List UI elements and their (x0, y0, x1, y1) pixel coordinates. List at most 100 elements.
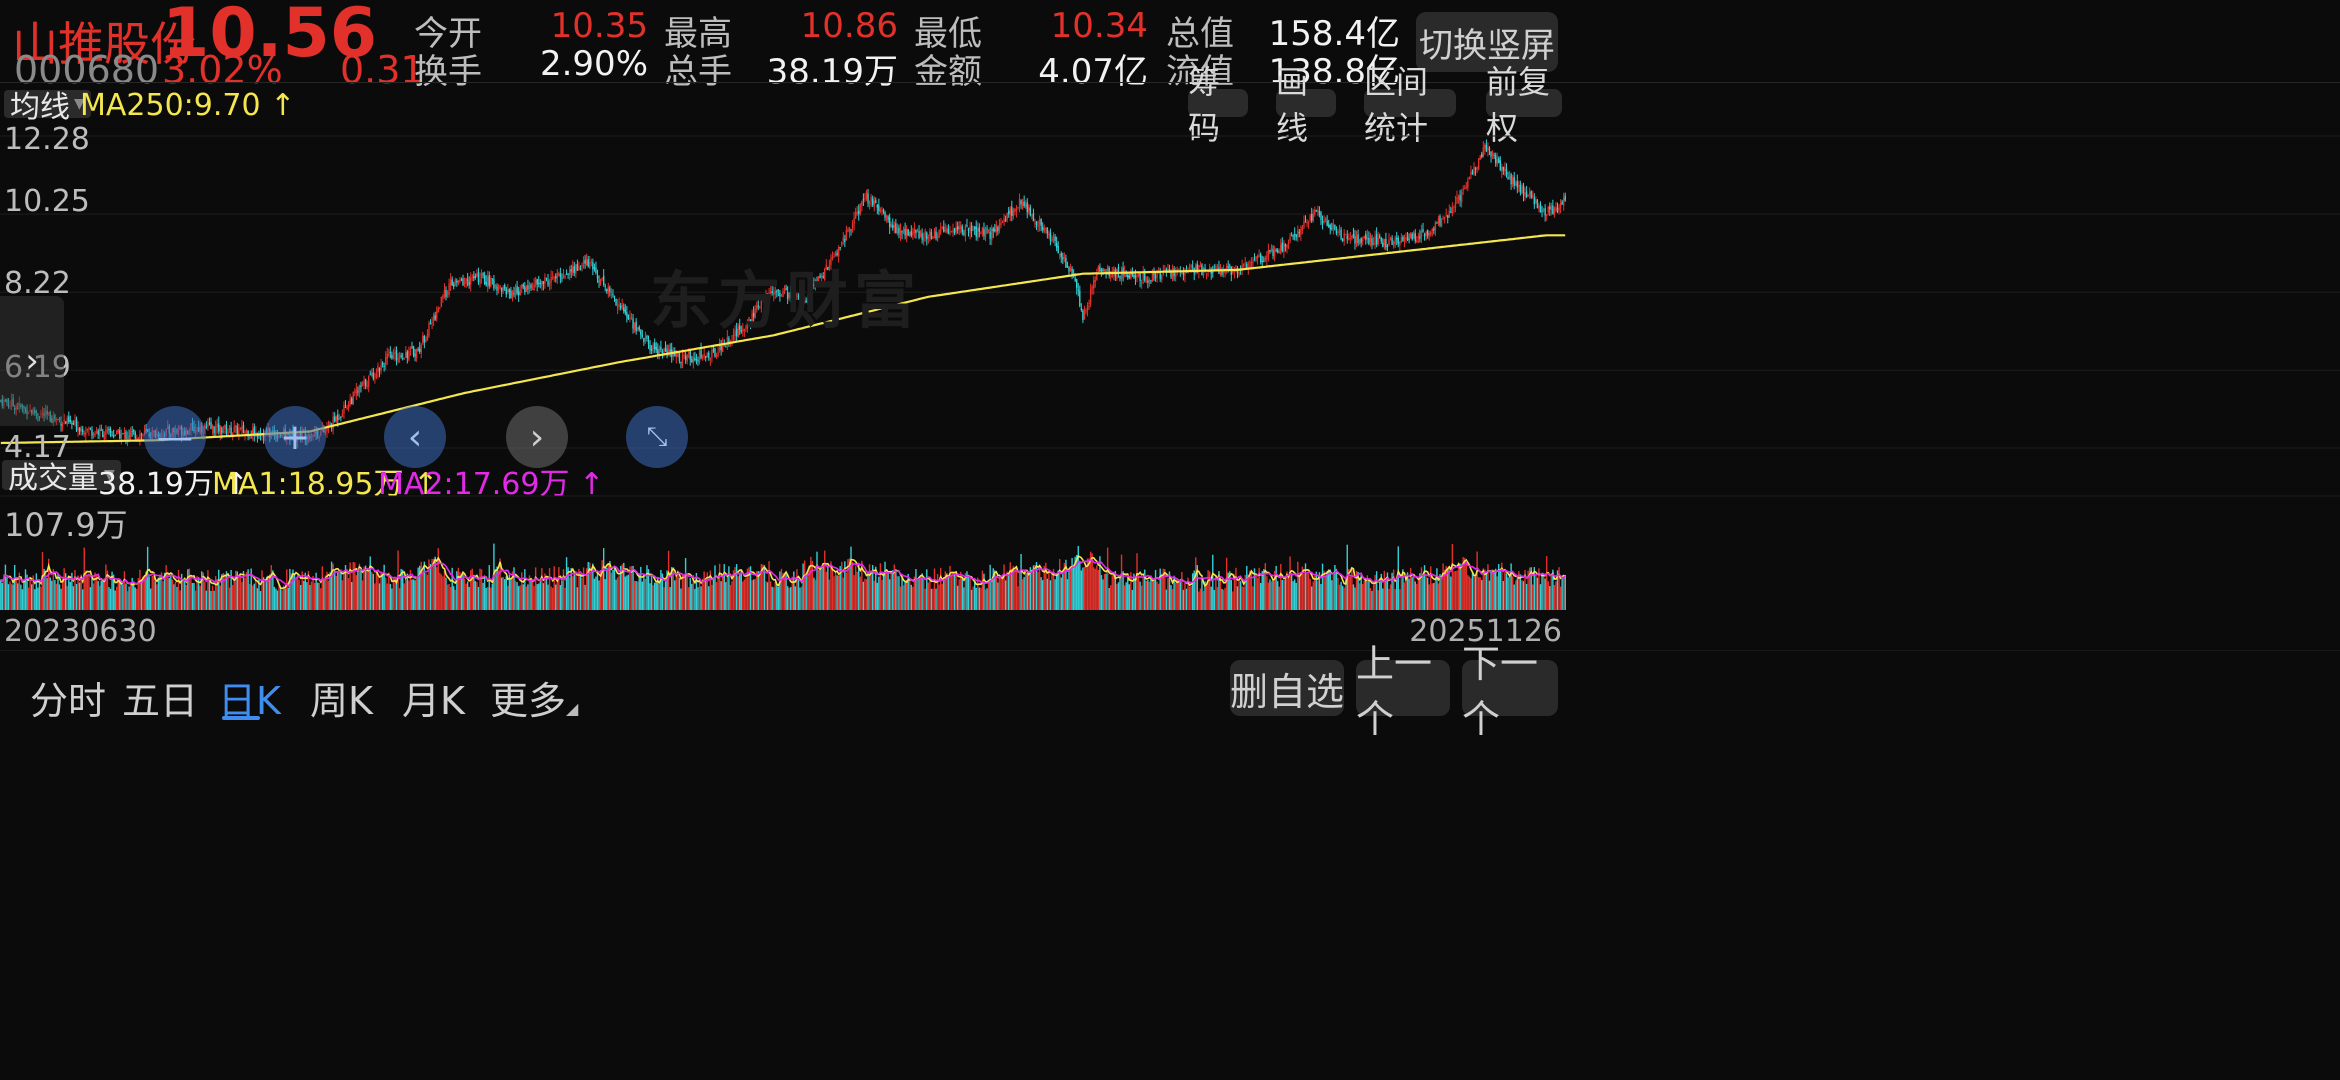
volume-bar (664, 581, 667, 610)
volume-bar (437, 548, 439, 610)
tab-intraday[interactable]: 分时 (30, 679, 107, 723)
candle (822, 272, 824, 279)
candle (1008, 206, 1010, 218)
volume-bar (1443, 569, 1446, 610)
volume-bar (275, 588, 277, 610)
candle (1293, 227, 1296, 241)
switch-portrait-button[interactable]: 切换竖屏 (1416, 12, 1558, 72)
tab-five-day[interactable]: 五日 (122, 679, 199, 723)
candle (414, 348, 416, 362)
volume-bar (847, 559, 849, 610)
volume-bar (278, 585, 280, 610)
candle (813, 277, 815, 290)
volume-bar (1318, 572, 1321, 610)
candle (4, 398, 7, 402)
candle (1043, 224, 1045, 234)
draw-line-button[interactable]: 画线 (1276, 63, 1336, 147)
volume-bar (1120, 554, 1123, 610)
candle (640, 328, 642, 340)
adjust-mode-button[interactable]: 前复权 (1486, 63, 1562, 147)
volume-bar (539, 580, 541, 610)
volume-bar (1125, 582, 1127, 610)
candle (92, 432, 95, 439)
reset-zoom-button[interactable]: ⤡ (626, 406, 688, 468)
candle (1269, 249, 1271, 254)
candle (555, 273, 557, 283)
volume-bar (839, 566, 841, 610)
range-stats-button[interactable]: 区间统计 (1364, 63, 1456, 147)
candle (538, 275, 540, 288)
volume-bar (1154, 569, 1157, 610)
previous-stock-button[interactable]: 上一个 (1356, 642, 1450, 741)
volume-bar (69, 581, 72, 610)
volume-bar (488, 565, 490, 610)
volume-bar (708, 586, 710, 610)
volume-bar (788, 587, 790, 610)
volume-bar (1516, 578, 1519, 610)
tab-monthly-k[interactable]: 月K (402, 679, 465, 723)
volume-bar (511, 571, 514, 610)
volume-bar (272, 570, 274, 610)
volume-bar (1426, 577, 1429, 610)
side-panel-toggle[interactable]: › (0, 296, 64, 426)
tab-daily-k[interactable]: 日K (218, 679, 281, 723)
volume-bar (202, 572, 204, 610)
volume-bar (170, 574, 172, 610)
volume-bar (653, 582, 656, 610)
candle (1413, 230, 1415, 240)
candle (955, 221, 957, 235)
volume-bar (1219, 576, 1222, 610)
volume-bar (861, 560, 863, 610)
volume-bar (1196, 565, 1199, 610)
volume-selector[interactable]: 成交量 ▼ (2, 460, 121, 496)
candle (408, 346, 410, 362)
volume-bar (703, 571, 705, 610)
candle (952, 223, 954, 237)
candle (219, 425, 221, 441)
zoom-in-button[interactable]: + (264, 406, 326, 468)
tab-weekly-k[interactable]: 周K (310, 679, 373, 723)
scroll-right-button[interactable]: › (506, 406, 568, 468)
candle (972, 225, 974, 232)
volume-bar (1528, 567, 1531, 610)
volume-bar (551, 587, 554, 610)
volume-bar (895, 568, 897, 610)
candle (963, 229, 965, 237)
candle (827, 267, 829, 271)
volume-bar (1119, 577, 1121, 610)
zoom-out-button[interactable]: — (144, 406, 206, 468)
volume-bar (47, 558, 50, 610)
volume-bar (977, 577, 979, 610)
scroll-left-button[interactable]: ‹ (384, 406, 446, 468)
volume-bar (941, 583, 943, 610)
candle (1028, 203, 1030, 215)
volume-bar (508, 574, 511, 610)
tab-more[interactable]: 更多◢ (490, 670, 578, 725)
volume-bar (1142, 576, 1144, 610)
volume-bar (774, 581, 776, 610)
candle (366, 380, 368, 390)
volume-bar (1473, 574, 1475, 610)
remove-watchlist-button[interactable]: 删自选 (1230, 660, 1344, 716)
volume-bar (1445, 566, 1447, 610)
volume-chart[interactable] (0, 494, 2340, 610)
indicator-selector[interactable]: 均线 ▼ (4, 90, 91, 125)
candle (434, 311, 436, 321)
candle (1085, 308, 1087, 315)
volume-bar (41, 552, 44, 610)
volume-bar (533, 585, 535, 610)
volume-bar (1383, 570, 1386, 610)
volume-bar (1505, 573, 1508, 610)
volume-bar (23, 579, 25, 610)
candle (1069, 263, 1072, 272)
candle (1076, 278, 1078, 295)
price-tick-label: 6.19 (4, 350, 71, 385)
chip-distribution-button[interactable]: 筹码 (1188, 63, 1248, 147)
kline-chart[interactable] (0, 122, 2340, 456)
volume-bar (1069, 566, 1072, 610)
next-stock-button[interactable]: 下一个 (1462, 642, 1558, 741)
candle (774, 286, 776, 299)
volume-bar (301, 571, 303, 610)
volume-bar (1230, 579, 1233, 610)
volume-bar (293, 573, 296, 610)
